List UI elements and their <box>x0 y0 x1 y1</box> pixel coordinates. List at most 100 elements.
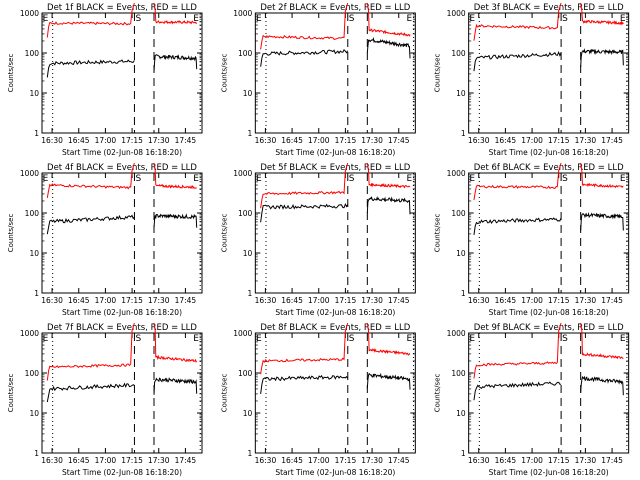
x-tick-label: 16:30 <box>41 136 63 145</box>
y-tick-label: 10 <box>243 249 253 258</box>
lld-series-line <box>153 2 198 25</box>
y-tick-label: 1 <box>461 449 466 458</box>
y-tick-label: 100 <box>238 49 253 58</box>
marker-label-e: E <box>193 14 199 24</box>
x-tick-label: 17:45 <box>601 136 623 145</box>
y-tick-label: 10 <box>456 89 466 98</box>
events-series-line <box>153 377 198 395</box>
panel-det-6: Det 6f BLACK = Events, RED = LLD Counts/s… <box>434 162 630 317</box>
lld-series-line <box>366 2 411 37</box>
x-tick-label: 17:30 <box>361 136 383 145</box>
x-tick-label: 17:30 <box>575 136 597 145</box>
y-tick-label: 100 <box>238 209 253 218</box>
lld-series-line <box>260 162 349 209</box>
marker-label-e: E <box>407 334 413 344</box>
y-tick-label: 1000 <box>447 329 466 338</box>
y-axis-label: Counts/sec <box>7 374 15 413</box>
y-tick-label: 100 <box>451 369 466 378</box>
y-axis-label: Counts/sec <box>434 374 442 413</box>
panel-title: Det 2f BLACK = Events, RED = LLD <box>260 3 410 13</box>
events-series-line <box>46 59 135 78</box>
x-tick-label: 17:15 <box>121 456 143 465</box>
marker-label-s: S <box>349 334 355 344</box>
x-tick-label: 17:15 <box>548 136 570 145</box>
y-tick-label: 1000 <box>20 329 39 338</box>
plot-frame <box>468 172 630 294</box>
events-series-line <box>366 372 411 390</box>
panel-det-3: Det 3f BLACK = Events, RED = LLD Counts/s… <box>434 2 630 157</box>
plot-frame <box>41 12 203 134</box>
y-tick-label: 10 <box>243 409 253 418</box>
lld-series-line <box>366 322 411 356</box>
panel-title: Det 6f BLACK = Events, RED = LLD <box>474 163 624 173</box>
marker-label-e: E <box>407 14 413 24</box>
x-tick-label: 17:30 <box>575 296 597 305</box>
events-series-line <box>46 214 135 235</box>
y-tick-label: 10 <box>29 89 39 98</box>
y-tick-label: 100 <box>238 369 253 378</box>
events-series-line <box>473 50 562 72</box>
x-tick-label: 16:45 <box>68 136 90 145</box>
x-tick-label: 17:15 <box>335 456 357 465</box>
marker-label-e: E <box>469 14 475 24</box>
lld-series-line <box>46 162 135 198</box>
x-tick-label: 17:00 <box>308 296 330 305</box>
x-tick-label: 17:15 <box>121 296 143 305</box>
lld-series-line <box>580 2 624 26</box>
x-tick-label: 16:30 <box>255 136 277 145</box>
x-tick-label: 17:15 <box>548 296 570 305</box>
y-axis-label: Counts/sec <box>220 54 228 93</box>
y-tick-label: 1 <box>34 449 39 458</box>
x-axis-label: Start Time (02-Jun-08 16:18:20) <box>62 308 182 317</box>
x-axis-label: Start Time (02-Jun-08 16:18:20) <box>62 468 182 477</box>
y-tick-label: 100 <box>25 49 40 58</box>
panel-det-2: Det 2f BLACK = Events, RED = LLD Counts/s… <box>220 2 416 157</box>
marker-label-s: S <box>349 14 355 24</box>
marker-label-e: E <box>43 174 49 184</box>
events-series-line <box>473 217 562 235</box>
events-series-line <box>46 382 135 403</box>
x-tick-label: 17:45 <box>388 136 410 145</box>
panel-det-9: Det 9f BLACK = Events, RED = LLD Counts/s… <box>434 322 630 477</box>
x-axis-label: Start Time (02-Jun-08 16:18:20) <box>275 148 395 157</box>
x-tick-label: 16:30 <box>468 296 490 305</box>
panel-title: Det 1f BLACK = Events, RED = LLD <box>47 3 197 13</box>
x-tick-label: 16:45 <box>495 456 517 465</box>
marker-label-e: E <box>407 174 413 184</box>
marker-label-e: E <box>620 334 626 344</box>
y-tick-label: 10 <box>29 409 39 418</box>
lld-series-line <box>260 2 349 50</box>
y-tick-label: 1 <box>34 289 39 298</box>
x-tick-label: 16:30 <box>468 456 490 465</box>
plot-frame <box>468 332 630 454</box>
y-tick-label: 1000 <box>233 9 252 18</box>
y-tick-label: 10 <box>243 89 253 98</box>
events-series-line <box>580 48 624 67</box>
panel-title: Det 7f BLACK = Events, RED = LLD <box>47 323 197 333</box>
panel-title: Det 5f BLACK = Events, RED = LLD <box>260 163 410 173</box>
y-tick-label: 100 <box>25 209 40 218</box>
lld-series-line <box>46 322 135 381</box>
x-tick-label: 17:45 <box>388 456 410 465</box>
x-axis-label: Start Time (02-Jun-08 16:18:20) <box>489 468 609 477</box>
events-series-line <box>580 211 624 231</box>
x-axis-label: Start Time (02-Jun-08 16:18:20) <box>489 148 609 157</box>
x-tick-label: 17:30 <box>148 136 170 145</box>
y-axis-label: Counts/sec <box>434 214 442 253</box>
events-series-line <box>366 37 411 59</box>
marker-label-e: E <box>193 174 199 184</box>
x-tick-label: 16:30 <box>255 456 277 465</box>
y-tick-label: 10 <box>456 249 466 258</box>
panel-det-8: Det 8f BLACK = Events, RED = LLD Counts/s… <box>220 322 416 477</box>
marker-label-e: E <box>256 14 262 24</box>
events-series-line <box>153 213 198 229</box>
lld-series-line <box>366 162 411 189</box>
lld-series-line <box>46 2 135 38</box>
panel-det-7: Det 7f BLACK = Events, RED = LLD Counts/s… <box>7 322 203 477</box>
x-tick-label: 16:45 <box>281 136 303 145</box>
marker-label-s: S <box>135 174 141 184</box>
lld-series-line <box>473 162 562 201</box>
marker-label-s: S <box>562 334 568 344</box>
events-series-line <box>260 48 349 67</box>
x-tick-label: 17:00 <box>95 136 117 145</box>
